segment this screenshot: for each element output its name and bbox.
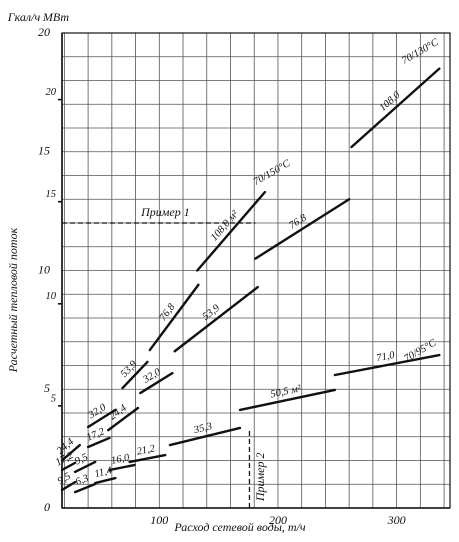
line-segment [60,443,81,462]
segment-label: 35,3 [192,421,213,436]
x-axis-label: Расход сетевой воды, т/ч [173,520,305,534]
line-segment [73,482,97,494]
segment-label: 53,9 [119,358,140,379]
y-tick-label: 15 [38,144,50,158]
line-segment [107,406,140,432]
segment-label: 71,0 [376,350,397,364]
y-unit: Гкал/ч [7,10,41,24]
line-segment [60,461,77,472]
segment-label: 21,2 [136,443,157,457]
y-tick-label: 0 [44,500,50,514]
example-1-label: Пример 1 [140,205,190,219]
line-segment [86,408,117,429]
line-segment [148,283,200,352]
segment-label: 108,0 [378,89,404,113]
x-tick-label: 200 [269,513,287,527]
segment-label: 6,3 [74,473,90,488]
y2-tick-label: 5 [51,393,56,404]
y2-tick-label: 20 [46,87,57,98]
x-tick-label: 300 [387,513,406,527]
line-segment [128,453,167,464]
segment-label: 11,4 [93,465,113,480]
line-segment [108,463,136,472]
line-segment [121,360,149,390]
y2-tick-label: 10 [46,291,57,302]
segment-label: 76,8 [158,301,178,323]
segment-label: 32,0 [86,402,109,422]
line-segment [238,388,337,412]
line-segment [196,190,267,272]
line-segment [94,476,117,485]
line-segment [254,198,351,260]
segment-label: 9,5 [73,452,90,468]
segment-label: 76,8 [287,212,309,232]
y-tick-label: 5 [44,381,50,395]
line-segment [333,353,441,377]
line-segment [139,371,174,395]
segment-label: 53,9 [201,302,223,322]
segment-label: 24,4 [108,402,130,422]
segment-label: 16,0 [110,452,131,467]
line-segment [173,285,259,353]
y2-tick-label: 15 [46,189,57,200]
example-2-label: Пример 2 [253,452,267,502]
annotation: 70/150°C [252,158,293,188]
line-segment [60,480,77,492]
segment-label: 32,0 [140,366,163,386]
line-segment [86,436,111,449]
line-segment [73,460,97,474]
y-axis-label: Расчетный тепловой поток [6,227,20,373]
y-tick-label: 20 [38,25,50,39]
y-tick-label: 10 [38,262,50,276]
line-segment [350,67,441,149]
line-segment [168,426,242,447]
y2-unit: МВт [42,10,69,24]
x-tick-label: 100 [150,513,168,527]
